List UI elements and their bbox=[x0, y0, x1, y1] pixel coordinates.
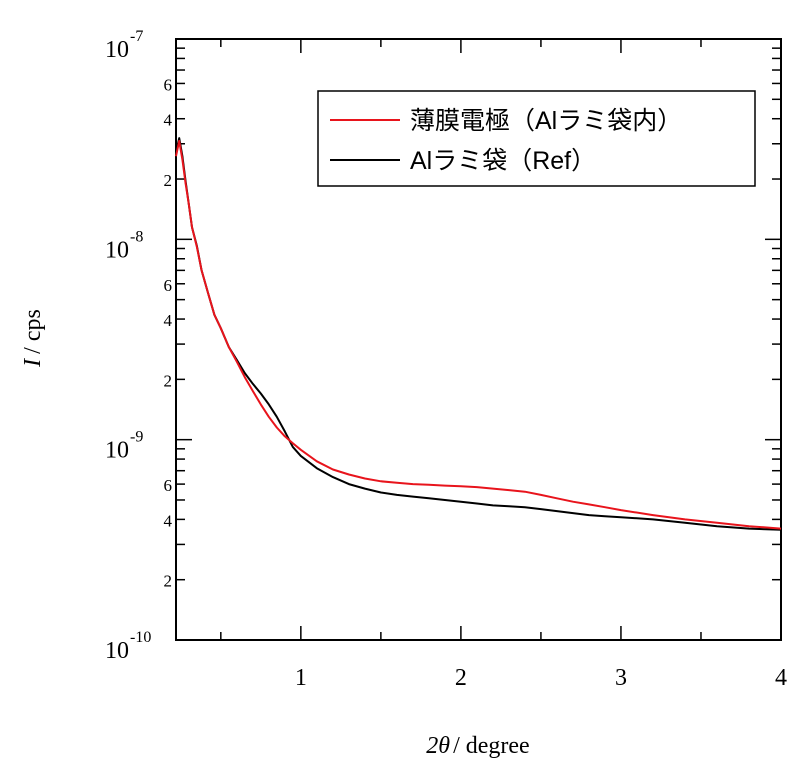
y-axis-symbol: I bbox=[20, 358, 46, 368]
legend: 薄膜電極（Alラミ袋内） Alラミ袋（Ref） bbox=[317, 90, 756, 187]
x-tick-label: 3 bbox=[615, 665, 627, 691]
x-axis-label: 2θ / degree bbox=[426, 733, 529, 758]
plot-frame bbox=[175, 38, 782, 641]
y-minor-label: 4 bbox=[164, 111, 173, 130]
y-minor-label: 4 bbox=[164, 311, 173, 330]
x-tick-label: 2 bbox=[455, 665, 467, 691]
y-minor-label: 2 bbox=[164, 371, 173, 390]
x-tick-label: 1 bbox=[295, 665, 307, 691]
axis-ticks bbox=[176, 39, 782, 641]
y-major-label-exponent: -7 bbox=[130, 28, 143, 45]
x-axis-symbol: 2θ bbox=[426, 733, 450, 758]
y-minor-label: 4 bbox=[164, 511, 173, 530]
y-major-label-base: 10 bbox=[105, 638, 129, 664]
x-axis-unit: / degree bbox=[453, 733, 530, 758]
legend-box bbox=[317, 90, 756, 187]
y-major-label: 10-7 bbox=[105, 28, 143, 63]
series-line-1 bbox=[175, 137, 782, 531]
series-lines bbox=[175, 137, 782, 531]
y-minor-label: 6 bbox=[164, 476, 173, 495]
y-major-label-exponent: -9 bbox=[130, 429, 143, 446]
x-tick-labels: 1 2 3 4 bbox=[295, 665, 787, 691]
y-major-label-exponent: -10 bbox=[130, 629, 151, 646]
y-minor-label: 6 bbox=[164, 276, 173, 295]
y-major-label-base: 10 bbox=[105, 237, 129, 263]
y-major-label: 10-10 bbox=[105, 629, 151, 664]
legend-label-ref: Alラミ袋（Ref） bbox=[410, 147, 596, 175]
y-major-label-exponent: -8 bbox=[130, 228, 143, 245]
legend-label-thin-film: 薄膜電極（Alラミ袋内） bbox=[410, 107, 682, 135]
y-minor-label: 2 bbox=[164, 572, 173, 591]
y-major-label-base: 10 bbox=[105, 438, 129, 464]
y-major-label-base: 10 bbox=[105, 37, 129, 63]
x-tick-label: 4 bbox=[775, 665, 787, 691]
y-major-label: 10-8 bbox=[105, 228, 143, 263]
y-axis-label: I / cps bbox=[20, 309, 46, 368]
y-axis-unit: / cps bbox=[20, 309, 46, 354]
series-line-0 bbox=[175, 139, 782, 530]
y-minor-label: 6 bbox=[164, 75, 173, 94]
y-minor-label: 2 bbox=[164, 171, 173, 190]
y-major-label: 10-9 bbox=[105, 429, 143, 464]
